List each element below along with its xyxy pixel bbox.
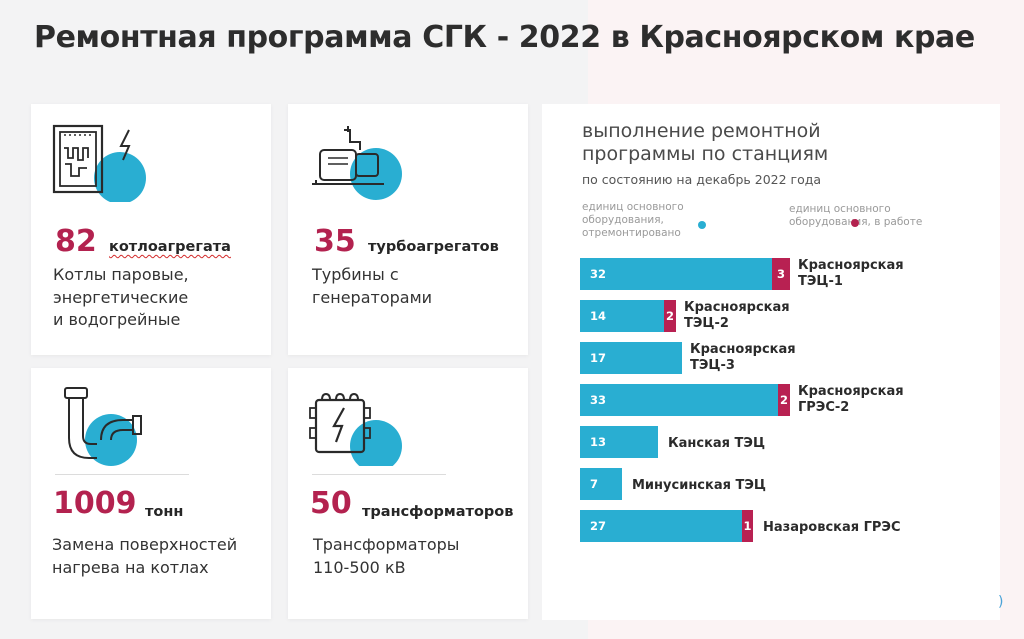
- bar-value-in-work: 3: [777, 267, 785, 281]
- legend-in-work: единиц основного оборудования, в работе: [789, 203, 923, 228]
- boiler-icon: [49, 122, 149, 202]
- stat-number: 50: [310, 486, 352, 521]
- stat-card-pipes: 1009 тонн Замена поверхностей нагрева на…: [31, 368, 271, 619]
- bar-value-repaired: 17: [590, 351, 606, 365]
- bar-in-work: [664, 300, 676, 332]
- chart-subtitle: по состоянию на декабрь 2022 года: [582, 172, 822, 187]
- bar-value-in-work: 1: [743, 519, 751, 533]
- category-label: Красноярская: [684, 300, 790, 315]
- pipe-icon: [49, 386, 149, 466]
- bar-repaired: [580, 468, 622, 500]
- stat-description: Замена поверхностей нагрева на котлах: [52, 535, 238, 577]
- transformer-icon: [306, 386, 406, 466]
- bar-repaired: [580, 384, 778, 416]
- stat-unit: турбоагрегатов: [368, 239, 499, 255]
- stat-number: 35: [314, 224, 356, 259]
- bar-repaired: [580, 300, 664, 332]
- category-label: Назаровская ГРЭС: [763, 520, 901, 535]
- bar-in-work: [742, 510, 753, 542]
- stat-description: Трансформаторы 110-500 кВ: [313, 535, 460, 577]
- turbine-icon: [306, 122, 406, 202]
- bar-in-work: [772, 258, 790, 290]
- bar-repaired: [580, 258, 772, 290]
- stat-description: Турбины с генераторами: [312, 265, 433, 307]
- stat-card-transformers: 50 трансформаторов Трансформаторы 110-50…: [288, 368, 528, 619]
- category-label: ТЭЦ-1: [798, 274, 843, 289]
- category-label: Красноярская: [798, 258, 904, 273]
- category-label: Минусинская ТЭЦ: [632, 478, 766, 493]
- category-label: Канская ТЭЦ: [668, 436, 765, 451]
- legend-repaired: единиц основного оборудования, отремонти…: [582, 201, 684, 239]
- bar-in-work: [778, 384, 790, 416]
- category-label: ТЭЦ-3: [690, 358, 735, 373]
- stat-card-turbines: 35 турбоагрегатов Турбины с генераторами: [288, 104, 528, 355]
- chart-title: выполнение ремонтной программы по станци…: [582, 120, 829, 165]
- chart-card: выполнение ремонтной программы по станци…: [542, 104, 1000, 620]
- stat-unit: трансформаторов: [362, 504, 514, 520]
- legend-dot-repaired: [698, 221, 706, 229]
- bar-value-repaired: 13: [590, 435, 606, 449]
- category-label: ГРЭС-2: [798, 400, 849, 415]
- bar-repaired: [580, 342, 682, 374]
- stat-number: 1009: [53, 486, 137, 521]
- divider: [55, 474, 189, 475]
- bar-value-repaired: 32: [590, 267, 606, 281]
- corner-mark: ): [998, 594, 1004, 610]
- bar-value-repaired: 14: [590, 309, 606, 323]
- category-label: ТЭЦ-2: [684, 316, 729, 331]
- category-label: Красноярская: [690, 342, 796, 357]
- bar-value-repaired: 33: [590, 393, 606, 407]
- bar-value-repaired: 7: [590, 477, 598, 491]
- stat-number: 82: [55, 224, 97, 259]
- bar-value-in-work: 2: [666, 309, 674, 323]
- divider: [312, 474, 446, 475]
- bar-repaired: [580, 426, 658, 458]
- bar-value-repaired: 27: [590, 519, 606, 533]
- stat-card-boilers: 82 котлоагрегата Котлы паровые, энергети…: [31, 104, 271, 355]
- legend-dot-in-work: [851, 219, 859, 227]
- stat-description: Котлы паровые, энергетические и водогрей…: [53, 265, 189, 329]
- stat-unit: котлоагрегата: [109, 239, 231, 255]
- bar-value-in-work: 2: [780, 393, 788, 407]
- bar-repaired: [580, 510, 742, 542]
- page-title: Ремонтная программа СГК - 2022 в Красноя…: [34, 20, 975, 55]
- category-label: Красноярская: [798, 384, 904, 399]
- stat-unit: тонн: [145, 504, 184, 520]
